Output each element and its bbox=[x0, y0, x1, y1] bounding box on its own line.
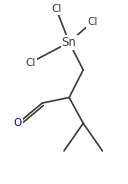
Text: Sn: Sn bbox=[62, 36, 77, 49]
Text: Cl: Cl bbox=[51, 4, 62, 14]
Text: Cl: Cl bbox=[25, 58, 36, 68]
Text: O: O bbox=[14, 118, 22, 128]
Text: Cl: Cl bbox=[87, 17, 97, 27]
